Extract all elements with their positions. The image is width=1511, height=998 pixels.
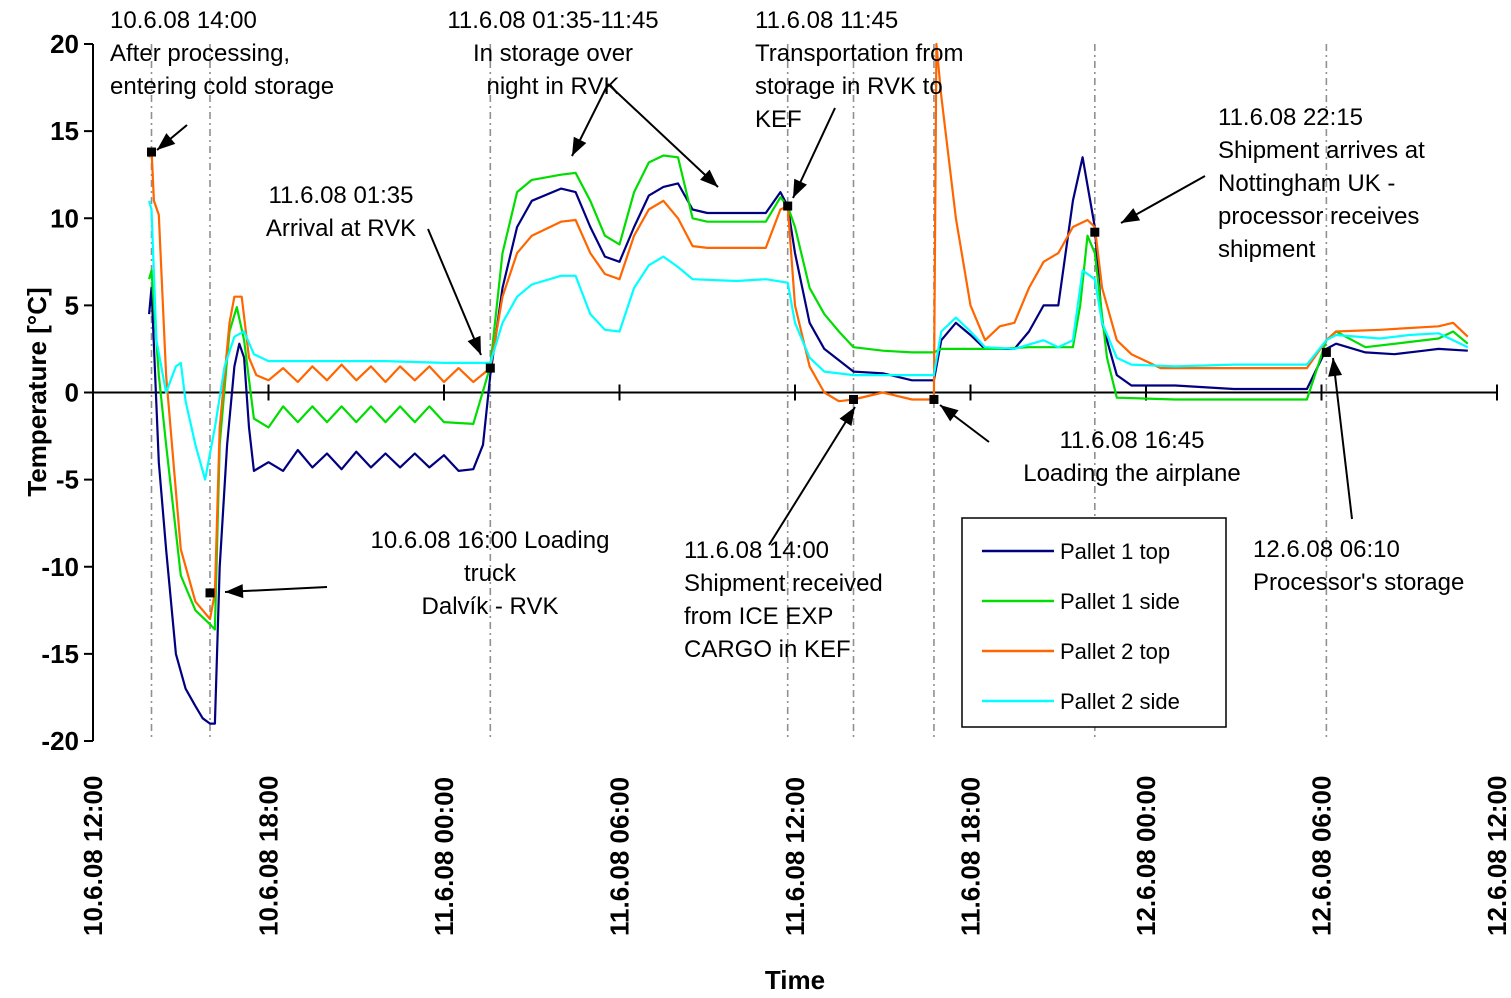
- annotation-arrow-head: [940, 405, 959, 422]
- annotation-line: Dalvík - RVK: [422, 593, 559, 620]
- annotation-2: 10.6.08 16:00 Loading truck Dalvík - RVK: [371, 527, 610, 620]
- annotation-line: Shipment arrives at: [1218, 137, 1425, 164]
- legend-box: [961, 517, 1227, 728]
- x-axis-title: Time: [765, 965, 825, 995]
- annotations: 10.6.08 14:00 After processing, entering c…: [110, 7, 1464, 663]
- annotation-line: 11.6.08 14:00: [684, 537, 829, 564]
- annotation-line: In storage over: [473, 40, 633, 67]
- series-line-4: [148, 200, 1469, 481]
- annotation-arrow-head: [700, 169, 718, 187]
- annotation-arrow-head: [1328, 358, 1343, 377]
- annotation-line: KEF: [755, 106, 802, 133]
- annotation-line: CARGO in KEF: [684, 636, 851, 663]
- annotation-arrows: [156, 83, 1353, 599]
- annotation-line: 11.6.08 11:45: [755, 7, 898, 34]
- event-marker: [147, 147, 156, 157]
- y-tick-label: -10: [41, 552, 79, 582]
- annotation-line: Shipment received: [684, 570, 883, 597]
- annotation-line: 10.6.08 16:00 Loading: [371, 527, 610, 554]
- annotation-line: truck: [464, 560, 517, 587]
- event-marker: [849, 394, 858, 404]
- annotation-7: 11.6.08 16:45 Loading the airplane: [1023, 427, 1241, 487]
- event-marker: [205, 588, 215, 598]
- legend-label: Pallet 1 top: [1060, 539, 1170, 564]
- event-markers: [147, 147, 1331, 598]
- x-axis-ticks: 10.6.08 12:00 10.6.08 18:00 11.6.08 00:00 1…: [78, 384, 1511, 936]
- annotation-arrow-head: [1121, 208, 1141, 223]
- annotation-arrow-shaft: [768, 406, 856, 546]
- y-tick-label: 10: [50, 203, 79, 233]
- y-tick-label: 5: [65, 290, 79, 320]
- event-marker: [783, 201, 793, 211]
- y-tick-label: 20: [50, 29, 79, 59]
- annotation-line: shipment: [1218, 236, 1316, 263]
- series-line-3: [148, 42, 1469, 621]
- series-line-1: [148, 156, 1468, 725]
- annotation-line: Arrival at RVK: [266, 215, 416, 242]
- annotation-line: 11.6.08 16:45: [1059, 427, 1204, 454]
- y-axis-ticks: 20 15 10 5 0 -5 -10 -15 -20: [41, 29, 93, 756]
- legend-label: Pallet 2 top: [1060, 639, 1170, 664]
- annotation-line: 11.6.08 22:15: [1218, 104, 1363, 131]
- annotation-line: from ICE EXP: [684, 603, 833, 630]
- annotation-1: 10.6.08 14:00 After processing, entering c…: [110, 7, 334, 100]
- annotation-arrow-head: [572, 136, 587, 156]
- annotation-line: After processing,: [110, 40, 290, 67]
- annotation-arrow-shaft: [1332, 357, 1353, 520]
- annotation-3: 11.6.08 01:35 Arrival at RVK: [266, 182, 416, 242]
- annotation-line: Processor's storage: [1253, 569, 1464, 596]
- annotation-arrow-head: [839, 407, 855, 426]
- annotation-9: 12.6.08 06:10 Processor's storage: [1253, 536, 1464, 596]
- annotation-line: night in RVK: [487, 73, 620, 100]
- series-line-2: [148, 154, 1469, 631]
- x-tick-label: 12.6.08 06:00: [1307, 776, 1337, 936]
- x-tick-label: 11.6.08 12:00: [780, 777, 810, 936]
- annotation-line: Transportation from: [755, 40, 964, 67]
- legend-label: Pallet 2 side: [1060, 689, 1180, 714]
- annotation-arrow-shaft: [427, 228, 482, 356]
- annotation-line: storage in RVK to: [755, 73, 943, 100]
- y-tick-label: -15: [41, 639, 79, 669]
- annotation-line: Loading the airplane: [1023, 460, 1241, 487]
- legend-label: Pallet 1 side: [1060, 589, 1180, 614]
- annotation-line: processor receives: [1218, 203, 1419, 230]
- x-tick-label: 10.6.08 18:00: [254, 776, 284, 936]
- annotation-line: entering cold storage: [110, 73, 334, 100]
- annotation-5: 11.6.08 11:45 Transportation from storage …: [755, 7, 964, 133]
- annotation-4: 11.6.08 01:35-11:45 In storage over night …: [447, 7, 658, 100]
- x-tick-label: 11.6.08 06:00: [605, 777, 635, 936]
- y-tick-label: -20: [41, 726, 79, 756]
- legend: Pallet 1 top Pallet 1 side Pallet 2 top Pal…: [961, 517, 1227, 728]
- y-tick-label: -5: [56, 465, 79, 495]
- x-tick-label: 11.6.08 00:00: [429, 777, 459, 936]
- x-tick-label: 12.6.08 00:00: [1131, 776, 1161, 936]
- y-axis-title: Temperature [°C]: [22, 287, 52, 496]
- x-tick-label: 12.6.08 12:00: [1482, 776, 1511, 936]
- annotation-arrow-head: [157, 133, 176, 150]
- annotation-line: 10.6.08 14:00: [110, 7, 257, 34]
- series-lines: [148, 42, 1469, 725]
- event-marker: [929, 394, 939, 404]
- y-tick-label: 15: [50, 116, 79, 146]
- y-tick-label: 0: [65, 378, 79, 408]
- event-marker: [1090, 227, 1100, 237]
- x-tick-label: 11.6.08 18:00: [956, 777, 986, 936]
- annotation-arrow-shaft: [607, 83, 719, 188]
- annotation-6: 11.6.08 14:00 Shipment received from ICE E…: [684, 537, 883, 663]
- event-marker: [1321, 347, 1331, 357]
- annotation-8: 11.6.08 22:15 Shipment arrives at Nottingh…: [1218, 104, 1425, 263]
- annotation-arrow-head: [225, 584, 244, 599]
- annotation-line: 11.6.08 01:35-11:45: [447, 7, 658, 34]
- annotation-line: 12.6.08 06:10: [1253, 536, 1400, 563]
- annotation-line: Nottingham UK -: [1218, 170, 1395, 197]
- annotation-arrow-head: [793, 178, 807, 198]
- event-marker: [485, 363, 495, 373]
- annotation-arrow-head: [467, 335, 481, 355]
- annotation-line: 11.6.08 01:35: [268, 182, 413, 209]
- x-tick-label: 10.6.08 12:00: [78, 776, 108, 936]
